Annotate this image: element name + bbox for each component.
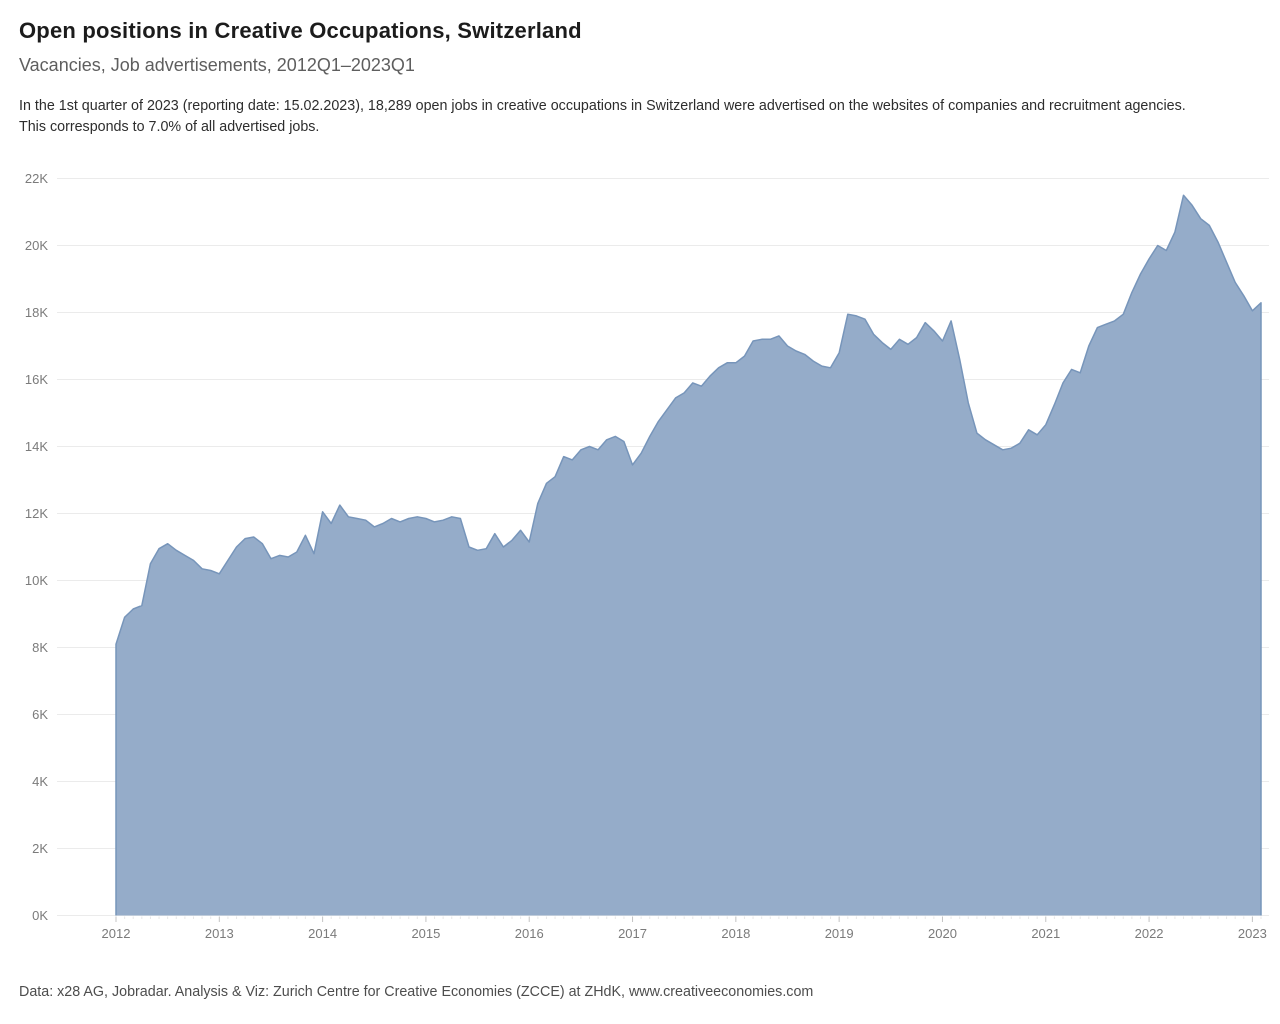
area-edge-line — [115, 194, 1262, 916]
svg-text:8K: 8K — [32, 640, 48, 655]
area-series — [115, 194, 1262, 916]
svg-text:2015: 2015 — [411, 926, 440, 941]
svg-text:2019: 2019 — [825, 926, 854, 941]
svg-text:2020: 2020 — [928, 926, 957, 941]
svg-text:20K: 20K — [25, 238, 48, 253]
svg-text:2017: 2017 — [618, 926, 647, 941]
axis-ticks — [115, 916, 1262, 922]
svg-text:14K: 14K — [25, 439, 48, 454]
svg-text:2016: 2016 — [515, 926, 544, 941]
svg-text:12K: 12K — [25, 506, 48, 521]
svg-text:2012: 2012 — [102, 926, 131, 941]
svg-text:2K: 2K — [32, 841, 48, 856]
y-axis-labels: 0K 2K 4K 6K 8K 10K 12K 14K 16K 18K 20K 22K — [25, 171, 48, 923]
svg-text:2018: 2018 — [721, 926, 750, 941]
svg-text:2022: 2022 — [1135, 926, 1164, 941]
svg-text:22K: 22K — [25, 171, 48, 186]
svg-text:18K: 18K — [25, 305, 48, 320]
svg-text:2013: 2013 — [205, 926, 234, 941]
svg-text:6K: 6K — [32, 707, 48, 722]
x-axis-labels: 2012 2013 2014 2015 2016 2017 2018 2019 2020 2021… — [102, 926, 1267, 941]
page-subtitle: Vacancies, Job advertisements, 2012Q1–20… — [19, 55, 415, 75]
svg-text:0K: 0K — [32, 908, 48, 923]
source-credit: Data: x28 AG, Jobradar. Analysis & Viz: … — [19, 984, 814, 1000]
page-title: Open positions in Creative Occupations, … — [19, 18, 582, 43]
svg-text:2023: 2023 — [1238, 926, 1267, 941]
svg-text:16K: 16K — [25, 372, 48, 387]
svg-text:2021: 2021 — [1031, 926, 1060, 941]
chart-description: In the 1st quarter of 2023 (reporting da… — [19, 98, 1186, 136]
svg-text:2014: 2014 — [308, 926, 337, 941]
area-fill — [116, 195, 1261, 916]
svg-text:10K: 10K — [25, 573, 48, 588]
svg-text:4K: 4K — [32, 774, 48, 789]
